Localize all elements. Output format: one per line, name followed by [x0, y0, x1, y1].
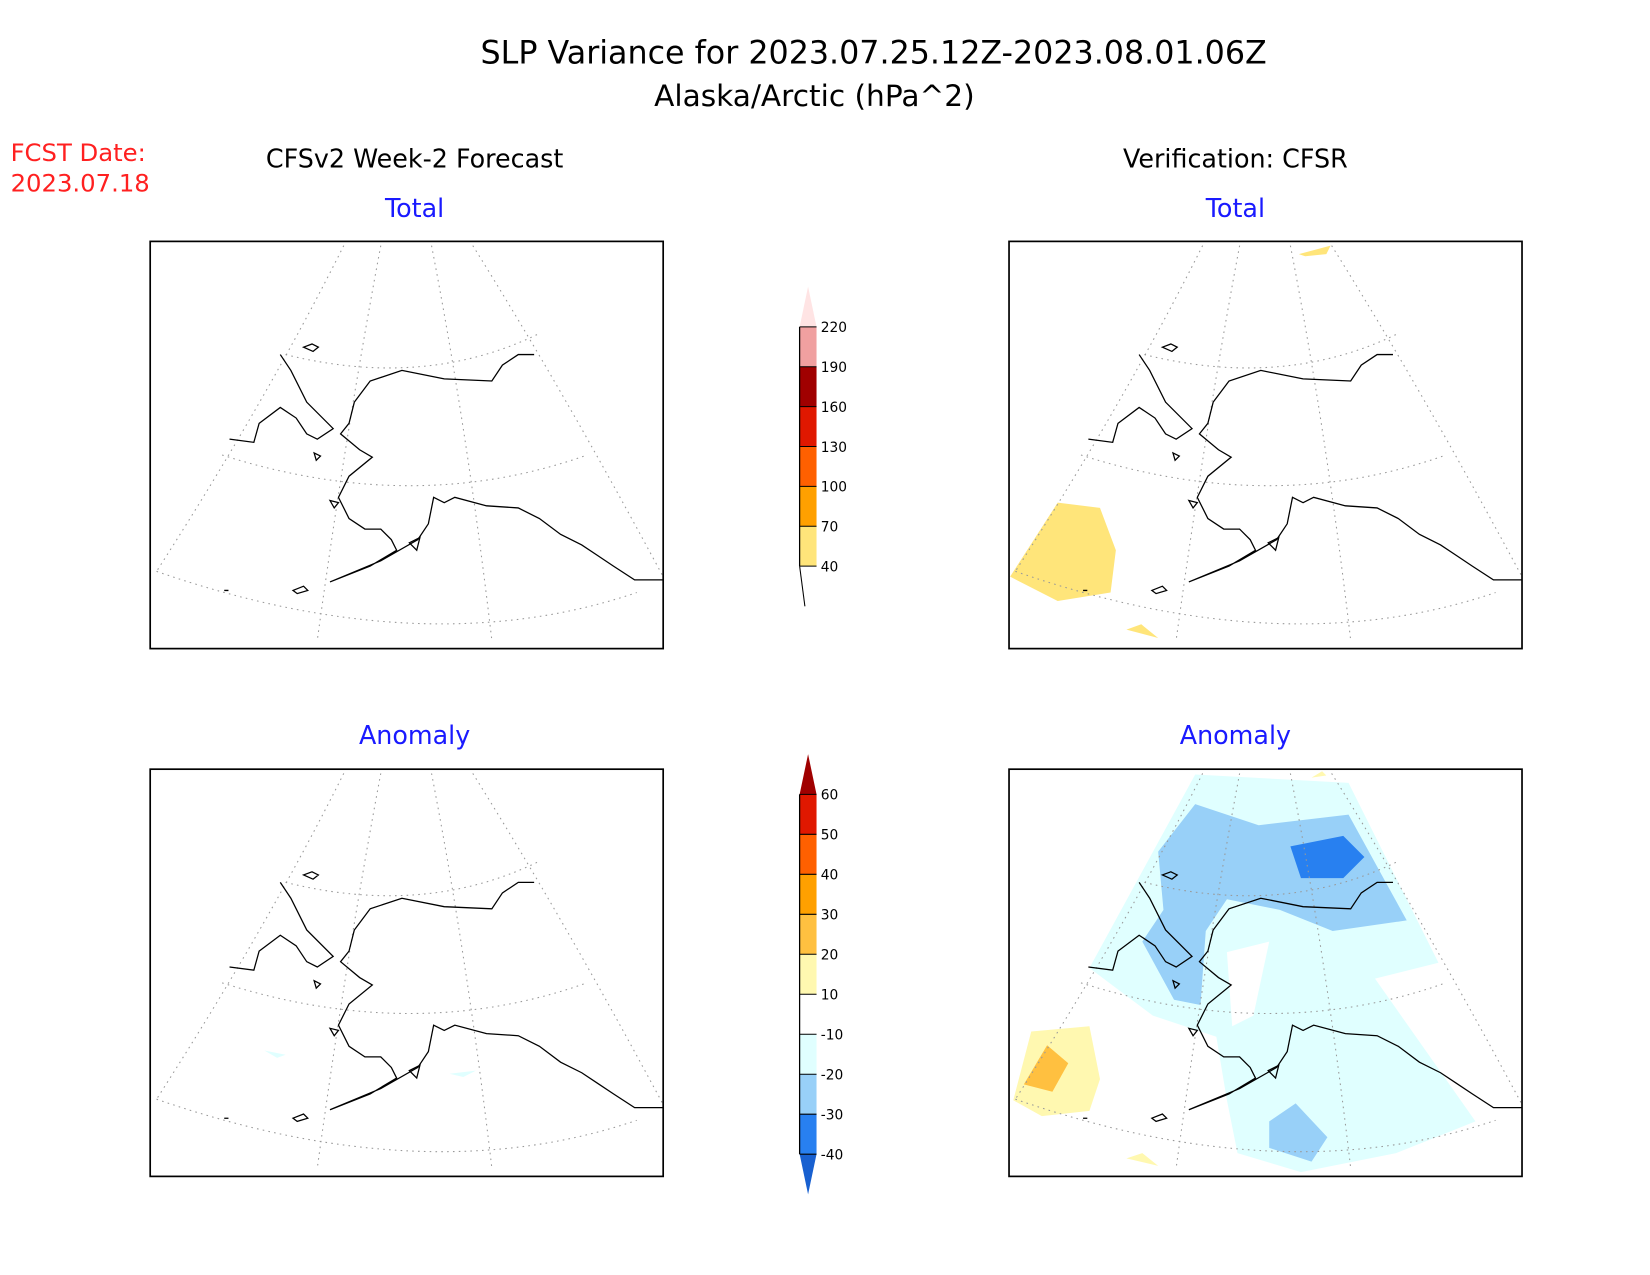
colorbar-label: 70: [821, 520, 839, 536]
colorbar-label: 160: [821, 400, 847, 416]
title: SLP Variance for 2023.07.25.12Z-2023.08.…: [481, 36, 1267, 113]
colorbar-label: 190: [821, 360, 847, 376]
colorbar-bin: [799, 834, 817, 875]
colorbar-label: 10: [821, 988, 839, 1004]
colorbar-label: 40: [821, 868, 839, 884]
colorbar-total: 40 70 100 130 160 190 220: [798, 286, 847, 607]
fcst-date-label: FCST Date:: [11, 138, 146, 167]
colorbar-label: 220: [821, 320, 847, 336]
colorbar-label: -30: [821, 1107, 843, 1123]
title-line1: SLP Variance for 2023.07.25.12Z-2023.08.…: [481, 36, 1267, 72]
colorbar-bin: [799, 526, 817, 567]
colorbar-bin: [799, 326, 817, 367]
colorbar-upper-extension: [799, 286, 817, 327]
colorbar-lower-extension: [799, 1154, 817, 1195]
colorbar-bin: [799, 994, 817, 1035]
colorbar-label: 30: [821, 908, 839, 924]
contour-40-70: [1010, 245, 1331, 639]
colorbar-bin: [799, 874, 817, 915]
colorbar-lower-extension: [799, 566, 806, 607]
map-forecast-total: [149, 240, 665, 650]
verification-column-title: Verification: CFSR: [1123, 143, 1348, 173]
panel-title-forecast-total: Total: [384, 193, 444, 223]
map-forecast-anomaly: [149, 768, 665, 1178]
contour-neg10-neg20: [264, 1050, 476, 1077]
colorbar-label: -20: [821, 1068, 843, 1084]
colorbar-bin: [799, 446, 817, 487]
title-line2: Alaska/Arctic (hPa^2): [654, 79, 975, 113]
colorbar-bin: [799, 406, 817, 447]
colorbar-bin: [799, 794, 817, 835]
colorbar-upper-extension: [799, 754, 817, 795]
colorbar-label: -10: [821, 1028, 843, 1044]
colorbar-bin: [799, 1034, 817, 1075]
colorbar-label: 40: [821, 559, 839, 575]
colorbar-label: -40: [821, 1147, 843, 1163]
map-verification-anomaly: [1008, 768, 1523, 1178]
contour-neg30-neg40: [1290, 835, 1365, 879]
colorbar-label: 50: [821, 828, 839, 844]
contour-10-20: [1013, 771, 1327, 1166]
colorbar-anomaly: -40 -30 -20 -10 10 20 30 40 50 60: [798, 754, 843, 1195]
map-verification-total: [1008, 240, 1523, 650]
forecast-column-title: CFSv2 Week-2 Forecast: [266, 143, 564, 173]
colorbar-label: 20: [821, 948, 839, 964]
colorbar-bin: [799, 366, 817, 407]
panel-title-verification-total: Total: [1205, 193, 1265, 223]
colorbar-label: 100: [821, 480, 847, 496]
colorbar-bin: [799, 486, 817, 527]
colorbar-bin: [799, 914, 817, 955]
panel-title-forecast-anomaly: Anomaly: [359, 720, 470, 750]
colorbar-label: 130: [821, 440, 847, 456]
panel-title-verification-anomaly: Anomaly: [1180, 720, 1291, 750]
contour-20-30: [1023, 1045, 1069, 1092]
colorbar-label: 60: [821, 788, 839, 804]
colorbar-bin: [799, 1074, 817, 1115]
colorbar-bin: [799, 1114, 817, 1155]
fcst-date-value: 2023.07.18: [11, 169, 150, 198]
contour-hole: [1226, 941, 1270, 1027]
colorbar-bin: [799, 954, 817, 995]
